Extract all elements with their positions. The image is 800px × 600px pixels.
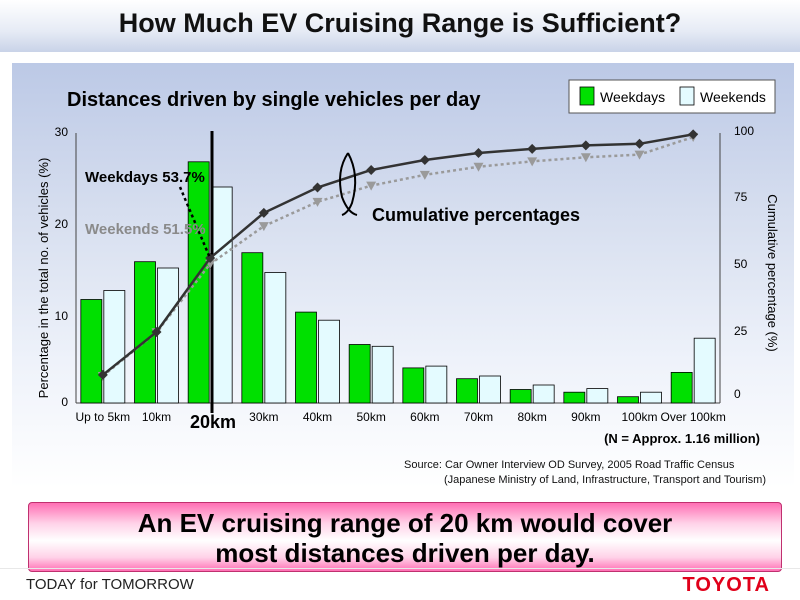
y-tick-label: 20 — [55, 217, 69, 231]
bar-weekends — [157, 267, 179, 404]
bar-weekends — [210, 186, 233, 404]
weekdays-cumulative-marker — [527, 143, 538, 154]
x-tick-labels: Up to 5km 10km 30km 40km 50km 60km 70km 80km 90k… — [75, 410, 725, 424]
title-bar: How Much EV Cruising Range is Sufficient… — [0, 0, 800, 52]
weekdays-cumulative-marker — [151, 326, 162, 337]
chart-title: Distances driven by single vehicles per … — [67, 89, 481, 111]
weekends-annotation: Weekends 51.5% — [85, 221, 206, 238]
legend-swatch-weekends — [679, 86, 695, 106]
banner-line-2: most distances driven per day. — [215, 538, 595, 568]
footer-divider — [0, 568, 800, 569]
bar-weekends — [103, 290, 126, 404]
weekends-cumulative-marker — [258, 222, 269, 232]
y-tick-label: 0 — [61, 395, 68, 409]
weekends-cumulative-marker — [527, 157, 538, 167]
x-tick-label: 80km — [517, 410, 546, 424]
source-line-2: (Japanese Ministry of Land, Infrastructu… — [444, 474, 766, 486]
x-tick-label: 100km — [621, 410, 657, 424]
weekdays-cumulative-marker — [688, 129, 699, 140]
x-tick-label: 70km — [464, 410, 493, 424]
slide-title: How Much EV Cruising Range is Sufficient… — [118, 8, 682, 38]
bar-weekends — [640, 391, 662, 404]
weekdays-cumulative-marker — [634, 138, 645, 149]
toyota-logo: TOYOTA — [682, 574, 770, 596]
y2-tick-label: 25 — [734, 324, 748, 338]
bar-weekends — [693, 337, 716, 404]
bars — [80, 161, 716, 404]
bar-weekdays — [295, 311, 317, 404]
bar-weekends — [264, 272, 287, 404]
weekends-cumulative-marker — [312, 197, 323, 207]
bar-weekdays — [509, 389, 532, 404]
cruising-range-chart: Distances driven by single vehicles per … — [36, 79, 780, 486]
weekends-cumulative-marker — [473, 162, 484, 172]
bar-weekdays — [402, 367, 425, 404]
weekdays-cumulative-line — [102, 133, 694, 376]
right-tick-labels: 0 25 50 75 100 — [734, 124, 754, 401]
weekdays-cumulative-marker — [473, 147, 484, 158]
x-tick-label: 50km — [356, 410, 385, 424]
banner-line-1: An EV cruising range of 20 km would cove… — [137, 508, 673, 538]
bar-weekends — [532, 384, 555, 404]
legend-swatch-weekdays — [579, 86, 595, 106]
y-tick-label: 30 — [55, 125, 69, 139]
y-axis-title: Percentage in the total no. of vehicles … — [36, 158, 51, 399]
bar-weekends — [479, 375, 501, 404]
legend-label-weekends: Weekends — [700, 89, 766, 105]
x-tick-label: 40km — [303, 410, 332, 424]
weekdays-cumulative-marker — [312, 182, 323, 193]
bar-weekdays — [456, 378, 478, 404]
bar-weekends — [371, 345, 394, 404]
x-tick-label: 10km — [142, 410, 171, 424]
weekdays-cumulative-marker — [258, 207, 269, 218]
sample-size-note: (N = Approx. 1.16 million) — [604, 431, 760, 446]
x-tick-label: Up to 5km — [75, 410, 130, 424]
weekdays-cumulative-marker — [97, 369, 108, 380]
bar-weekdays — [348, 344, 371, 404]
weekdays-cumulative-marker — [366, 164, 377, 175]
conclusion-banner: An EV cruising range of 20 km would cove… — [28, 502, 782, 572]
bar-weekends — [586, 388, 609, 404]
marker-20km-label: 20km — [190, 412, 236, 432]
x-tick-label: 90km — [571, 410, 600, 424]
y2-axis-title: Cumulative percentage (%) — [765, 194, 780, 352]
legend-label-weekdays: Weekdays — [600, 89, 665, 105]
bar-weekends — [318, 319, 340, 404]
bar-weekdays — [80, 299, 103, 404]
bar-weekdays — [241, 252, 264, 404]
weekdays-annotation: Weekdays 53.7% — [85, 169, 205, 186]
bar-weekdays — [187, 161, 210, 404]
weekends-cumulative-marker — [419, 170, 430, 180]
bar-weekdays — [670, 371, 693, 404]
cumulative-bracket — [339, 152, 358, 216]
cumulative-lines — [97, 129, 699, 381]
weekdays-pointer — [178, 186, 212, 259]
left-tick-labels: 0 10 20 30 — [55, 125, 69, 409]
legend: Weekdays Weekends — [568, 79, 776, 114]
weekends-cumulative-marker — [580, 153, 591, 163]
y2-tick-label: 75 — [734, 190, 748, 204]
weekends-cumulative-marker — [634, 150, 645, 160]
footer-tagline: TODAY for TOMORROW — [26, 576, 194, 593]
y2-tick-label: 50 — [734, 257, 748, 271]
x-tick-label: 60km — [410, 410, 439, 424]
y-tick-label: 10 — [55, 309, 69, 323]
weekends-cumulative-marker — [366, 181, 377, 191]
legend-box — [568, 79, 776, 114]
y2-tick-label: 100 — [734, 124, 754, 138]
bar-weekends — [425, 365, 448, 404]
bar-weekdays — [617, 396, 639, 404]
source-line-1: Source: Car Owner Interview OD Survey, 2… — [404, 459, 735, 471]
y2-tick-label: 0 — [734, 387, 741, 401]
weekdays-cumulative-marker — [580, 140, 591, 151]
cumulative-label: Cumulative percentages — [372, 205, 580, 225]
x-tick-label: 30km — [249, 410, 278, 424]
weekdays-cumulative-marker — [419, 155, 430, 165]
chart-panel: Distances driven by single vehicles per … — [12, 63, 794, 488]
x-tick-label: Over 100km — [660, 410, 725, 424]
bar-weekdays — [563, 391, 586, 404]
